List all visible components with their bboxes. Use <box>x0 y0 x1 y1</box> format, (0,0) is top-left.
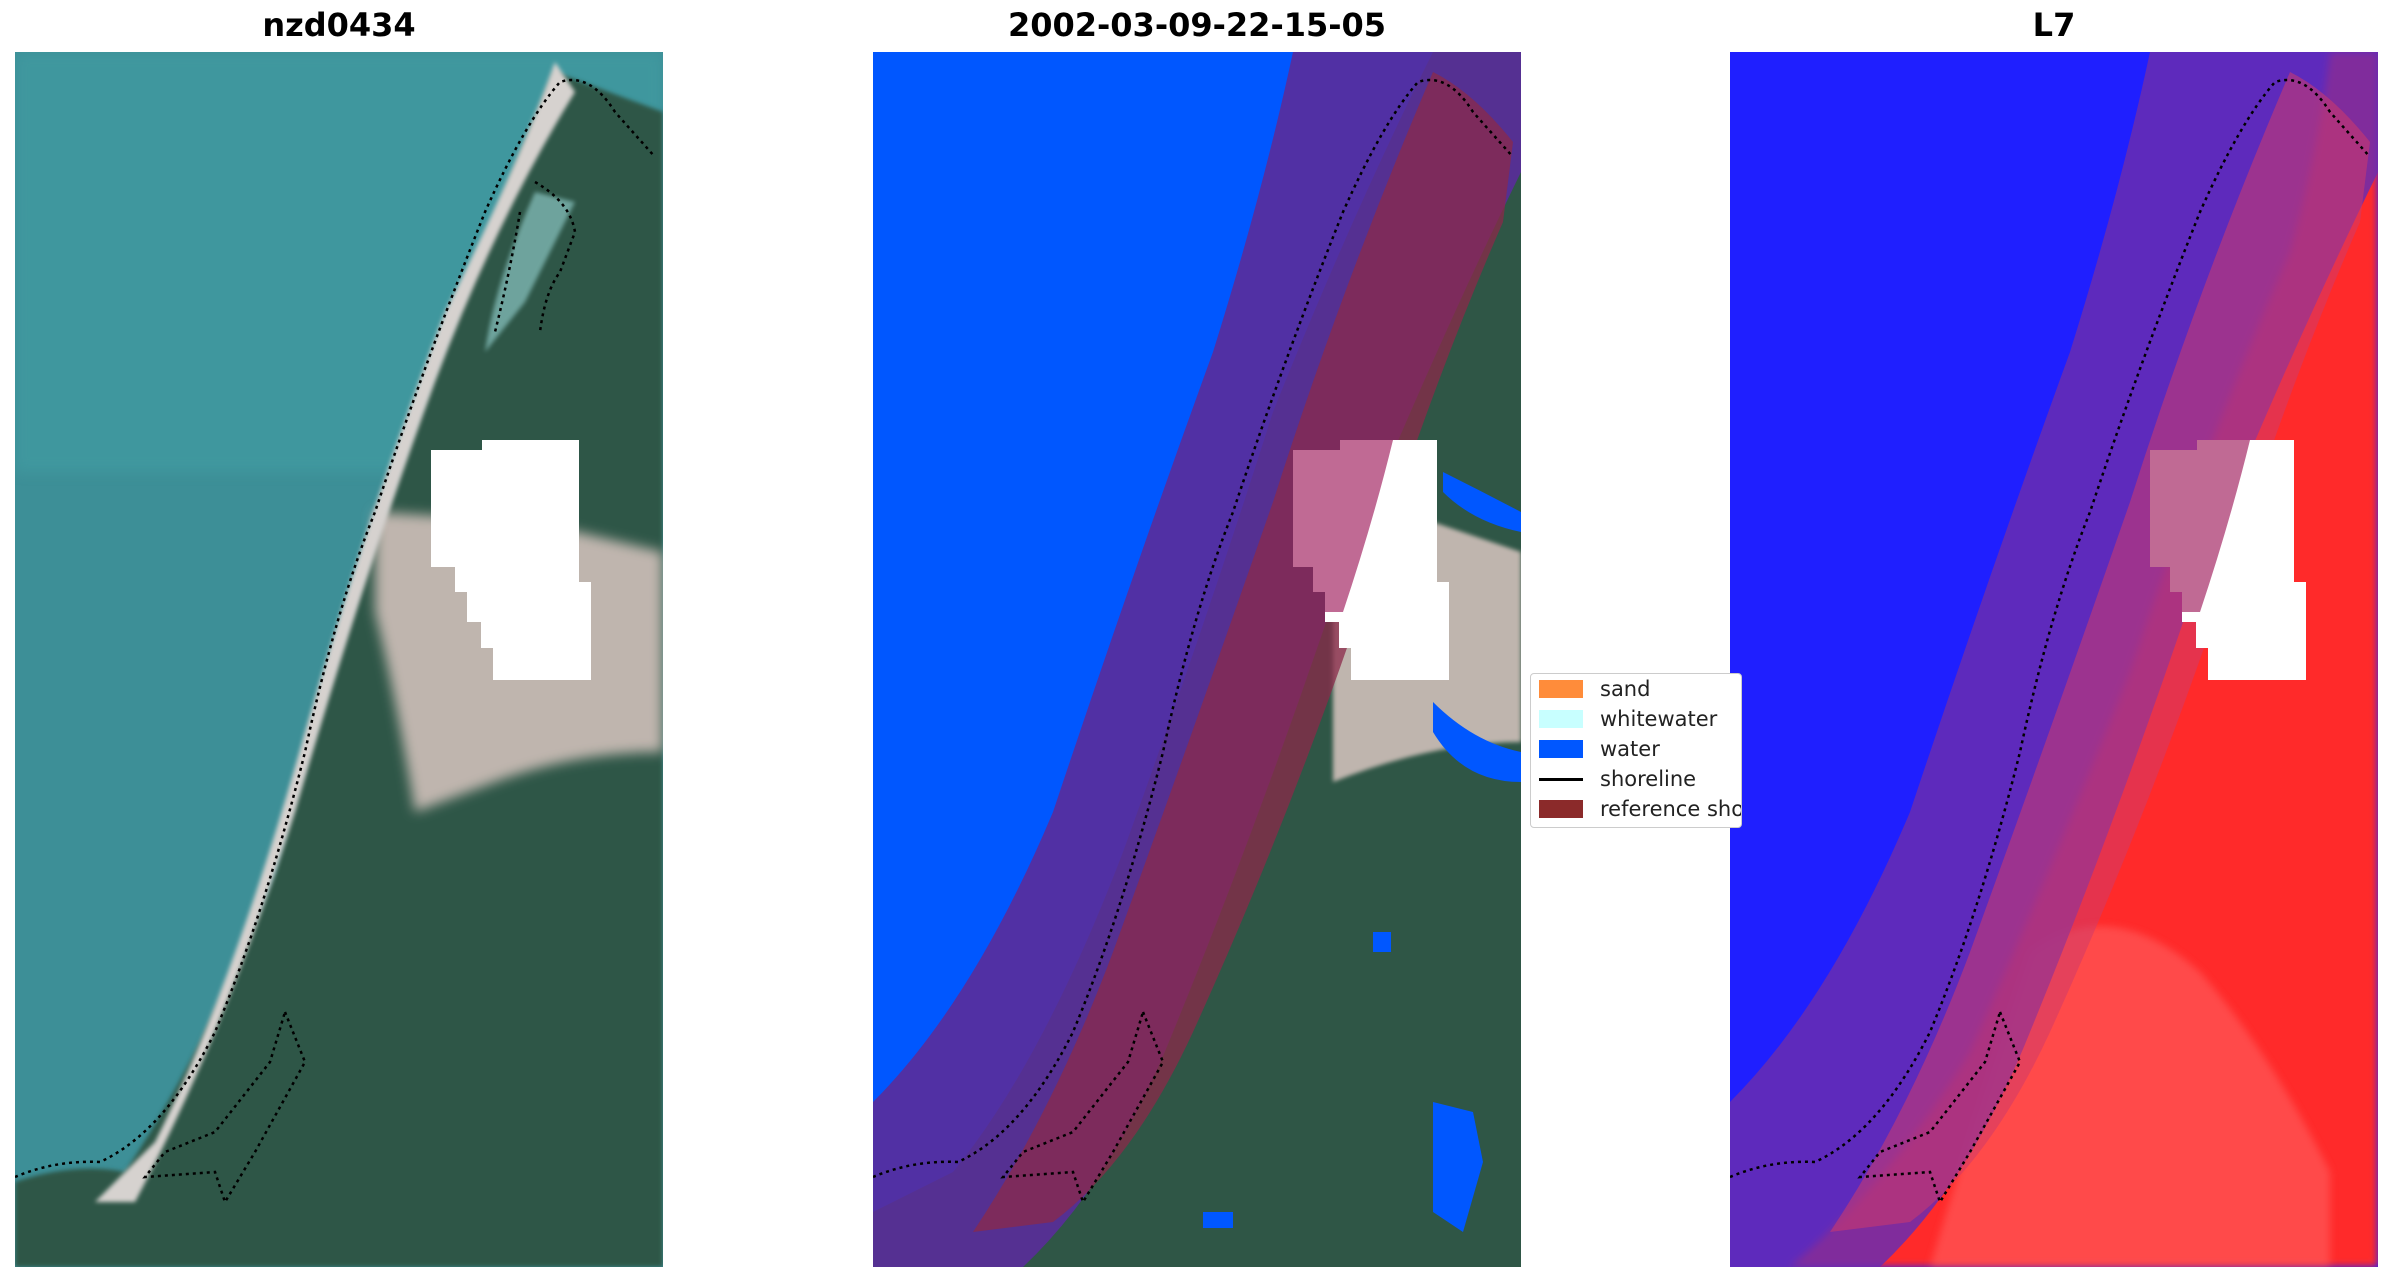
panel-title-1: nzd0434 <box>262 6 416 44</box>
water-swatch <box>1539 740 1583 758</box>
satellite-image-panel <box>15 52 663 1267</box>
satellite-image <box>15 52 663 1267</box>
reference-shoreline-swatch <box>1539 800 1583 818</box>
legend-item-water: water <box>1539 734 1660 764</box>
water-index-image <box>1730 52 2378 1267</box>
classification-image <box>873 52 1521 1267</box>
legend-label: sand <box>1600 677 1651 701</box>
legend-item-shoreline: shoreline <box>1539 764 1696 794</box>
legend-item-sand: sand <box>1539 674 1650 704</box>
legend-label: reference shoreline buffer <box>1600 797 1741 821</box>
whitewater-swatch <box>1539 710 1583 728</box>
legend-item-whitewater: whitewater <box>1539 704 1717 734</box>
legend-label: shoreline <box>1600 767 1697 791</box>
water-index-panel <box>1730 52 2378 1267</box>
sand-swatch <box>1539 680 1583 698</box>
legend-label: water <box>1600 737 1660 761</box>
shoreline-line-icon <box>1539 777 1583 781</box>
classification-panel <box>873 52 1521 1267</box>
legend: sand whitewater water shoreline referenc… <box>1530 673 1742 828</box>
legend-label: whitewater <box>1600 707 1718 731</box>
panel-title-2: 2002-03-09-22-15-05 <box>1007 6 1387 44</box>
legend-item-reference-shoreline: reference shoreline buffer <box>1539 794 1741 824</box>
panel-title-3: L7 <box>2032 6 2076 44</box>
